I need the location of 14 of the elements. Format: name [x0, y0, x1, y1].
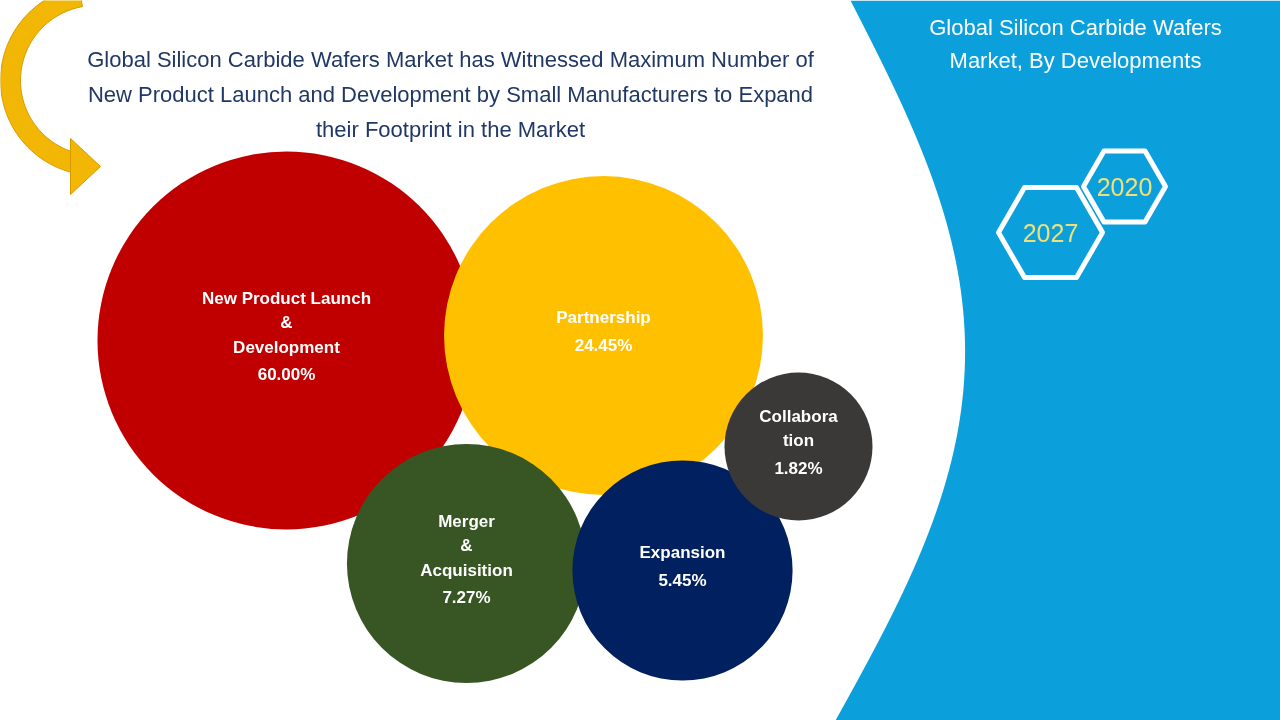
category-label: Partnership [556, 308, 651, 327]
data-label: 5.45% [658, 570, 707, 590]
text: Global Silicon Carbide Wafers Market has Witnessed Maximum Number of New Product Launch and Development by Small Manufacturers to Expand their Footprint in the Market [87, 46, 815, 142]
text: 2027 [1022, 218, 1079, 247]
text: 2020 [1096, 172, 1153, 201]
data-label: 24.45% [574, 335, 633, 355]
data-label: 60.00% [257, 365, 316, 384]
text: Global Silicon Carbide Wafers Market, By Developments [929, 14, 1222, 74]
data-label: 7.27% [442, 588, 491, 607]
category-label: Merger & Acquisition [420, 511, 513, 580]
category-label: Expansion [639, 543, 726, 562]
category-label: New Product Launch & Development [201, 288, 372, 357]
data-label: 1.82% [774, 458, 823, 478]
category-label: Collabora tion [759, 406, 839, 451]
